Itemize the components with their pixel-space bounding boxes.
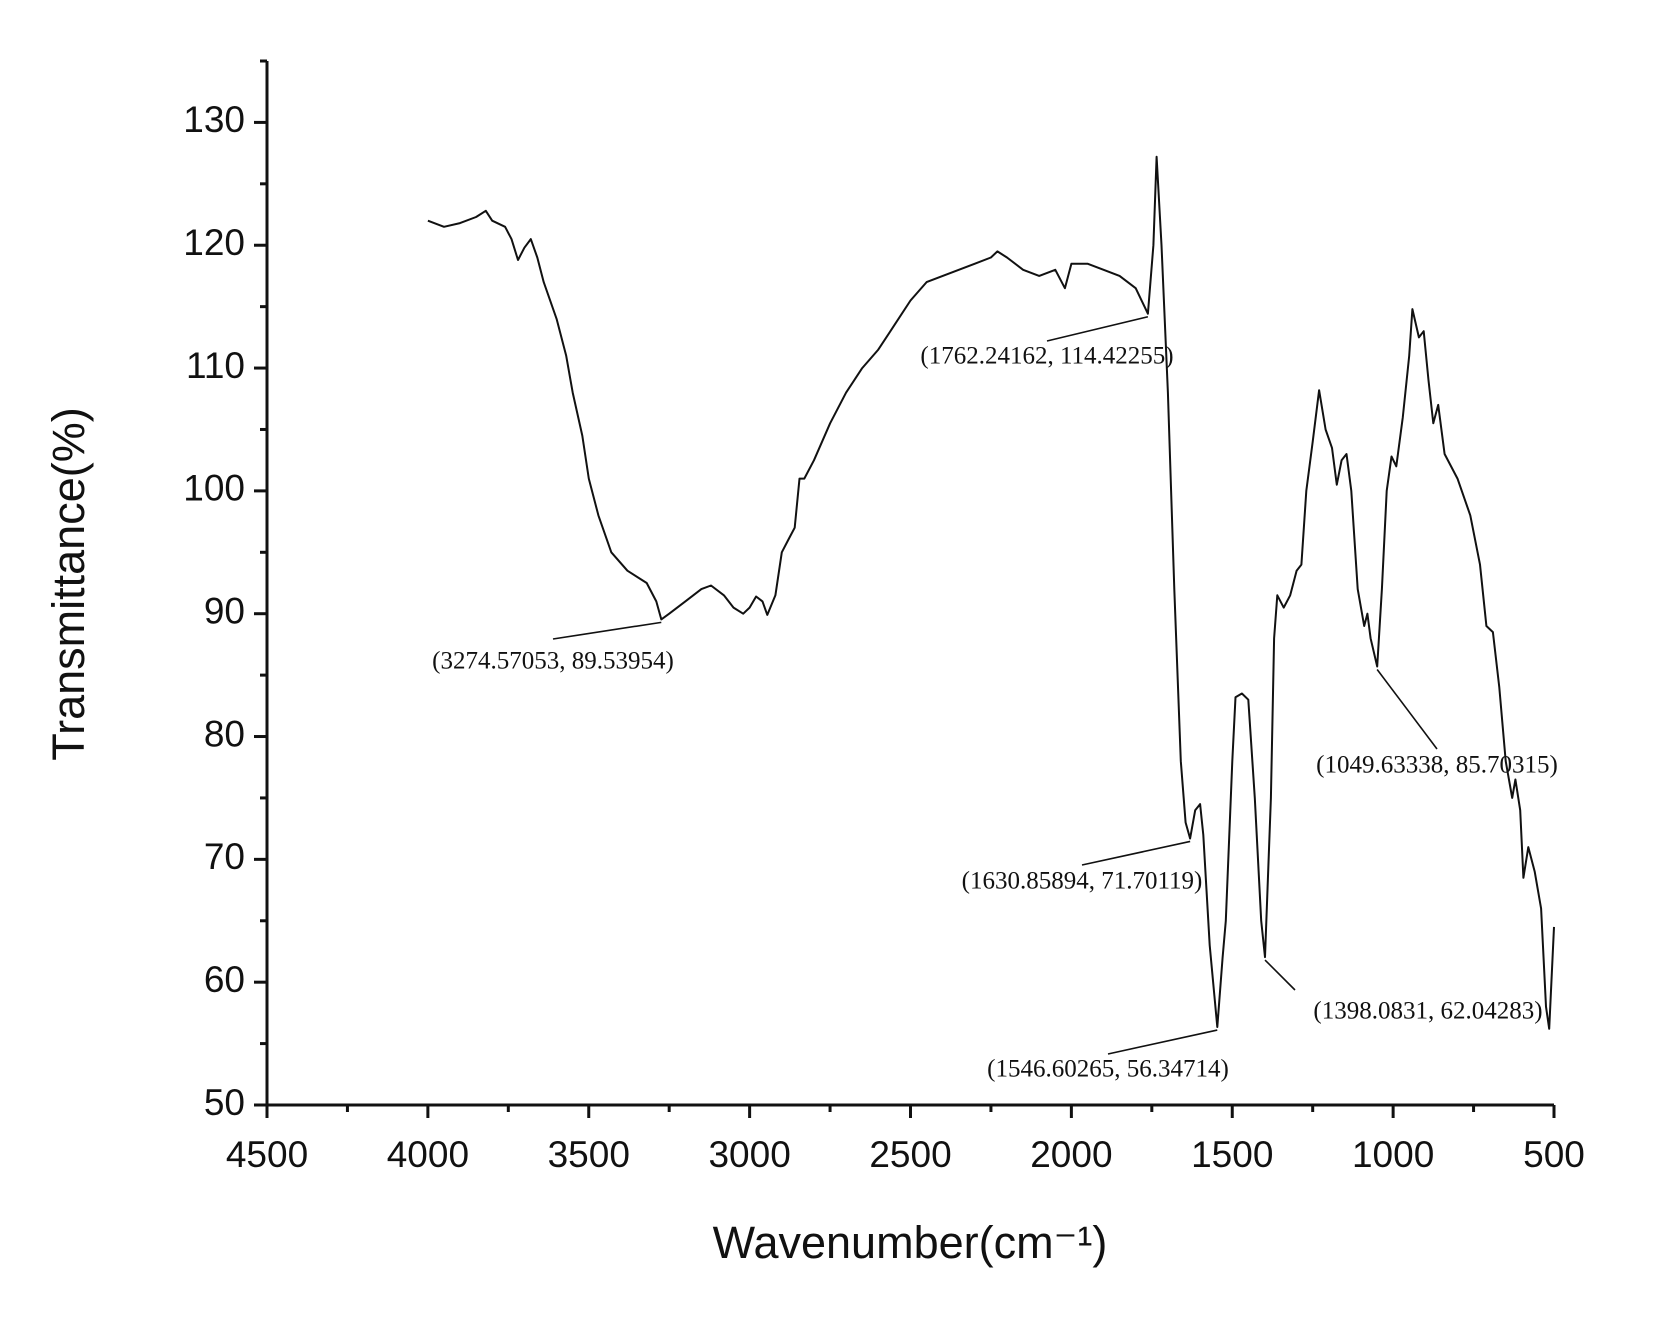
x-axis-title: Wavenumber(cm⁻¹) (713, 1217, 1108, 1268)
x-tick-label: 4000 (387, 1134, 469, 1175)
x-tick-label: 2500 (869, 1134, 951, 1175)
annotation-leader (552, 621, 662, 640)
annotation-leader (1081, 840, 1191, 866)
annotation-leader (1107, 1029, 1218, 1055)
y-tick-label: 70 (204, 836, 245, 877)
y-tick-label: 50 (204, 1082, 245, 1123)
x-tick-label: 500 (1523, 1134, 1585, 1175)
x-tick-label: 3000 (708, 1134, 790, 1175)
spectrum-line (427, 155, 1555, 1030)
annotation-label: (1546.60265, 56.34714) (987, 1056, 1229, 1083)
annotation-leader (1046, 315, 1149, 342)
x-tick-label: 3500 (548, 1134, 630, 1175)
y-tick-label: 110 (186, 345, 245, 386)
x-tick-label: 2000 (1030, 1134, 1112, 1175)
x-tick-label: 1500 (1191, 1134, 1273, 1175)
y-axis-title: Transmittance(%) (43, 407, 94, 760)
x-tick-label: 4500 (226, 1134, 308, 1175)
x-tick-label: 1000 (1352, 1134, 1434, 1175)
y-tick-label: 120 (183, 222, 245, 263)
y-tick-label: 60 (204, 959, 245, 1000)
annotation-leader (1264, 959, 1296, 991)
y-tick-label: 100 (183, 468, 245, 509)
y-tick-label: 80 (204, 713, 245, 754)
annotation-label: (1398.0831, 62.04283) (1313, 998, 1542, 1025)
annotation-label: (3274.57053, 89.53954) (432, 648, 674, 675)
annotation-label: (1630.85894, 71.70119) (962, 868, 1203, 895)
annotation-label: (1762.24162, 114.42255) (920, 343, 1173, 370)
annotation-label: (1049.63338, 85.70315) (1316, 752, 1558, 779)
annotation-leader (1376, 669, 1438, 750)
y-tick-label: 90 (204, 590, 245, 631)
y-tick-label: 130 (183, 99, 245, 140)
